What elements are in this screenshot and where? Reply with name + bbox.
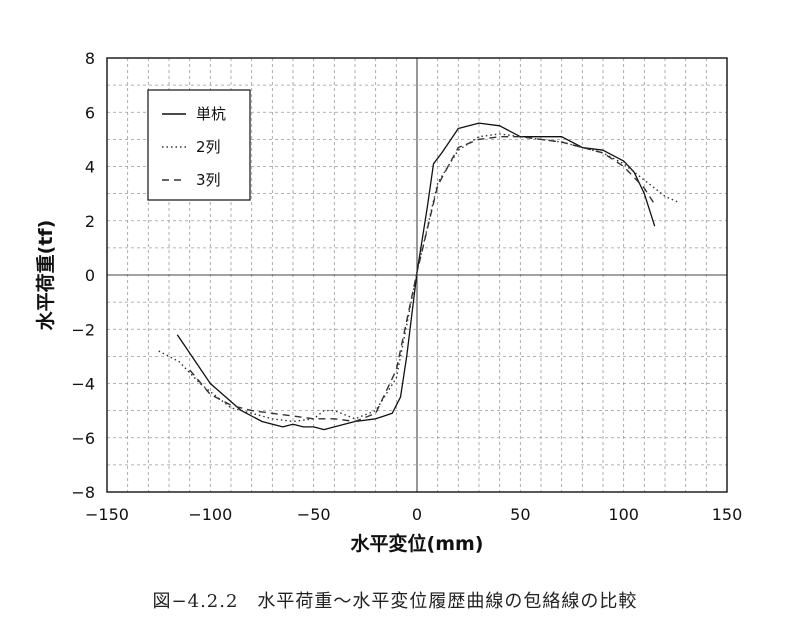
legend-box	[147, 89, 251, 201]
series-line-3	[189, 136, 656, 423]
x-tick-label: 50	[510, 505, 530, 524]
x-tick-label: −50	[297, 505, 331, 524]
series-layer	[158, 122, 678, 431]
y-tick-label: 0	[85, 266, 95, 285]
legend-label-2: 2列	[196, 138, 221, 156]
x-tick-label: 150	[712, 505, 743, 524]
x-tick-label: 100	[608, 505, 639, 524]
x-tick-label: −150	[85, 505, 129, 524]
y-tick-label: 2	[85, 212, 95, 231]
legend: 単杭 2列 3列	[147, 89, 251, 201]
x-tick-label: −100	[188, 505, 232, 524]
legend-label-3: 3列	[196, 171, 221, 189]
figure-caption: 図−4.2.2 水平荷重〜水平変位履歴曲線の包絡線の比較	[153, 591, 638, 612]
x-axis-title: 水平変位(mm)	[351, 532, 484, 555]
y-tick-label: −6	[71, 429, 95, 448]
y-axis-title: 水平荷重(tf)	[34, 220, 57, 331]
y-tick-label: 8	[85, 49, 95, 68]
y-tick-label: −8	[71, 483, 95, 502]
tick-labels: −150 −100 −50 0 50 100 150 −8 −6 −4 −2 0 2 4 6 8	[71, 49, 742, 524]
y-tick-label: 4	[85, 158, 95, 177]
y-tick-label: 6	[85, 103, 95, 122]
legend-label-1: 単杭	[196, 105, 226, 123]
y-tick-label: −4	[71, 375, 95, 394]
plot-frame	[106, 57, 728, 493]
x-tick-label: 0	[412, 505, 422, 524]
y-tick-label: −2	[71, 320, 95, 339]
